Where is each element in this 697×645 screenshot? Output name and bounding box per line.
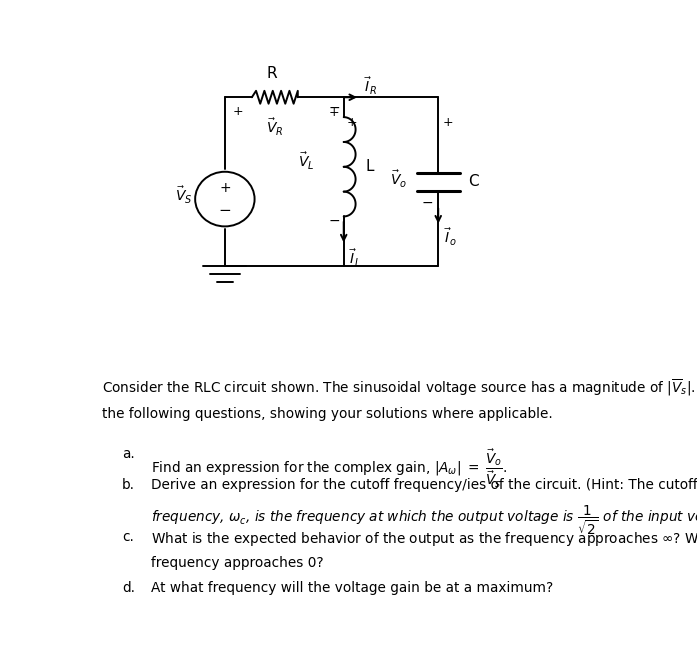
Text: the following questions, showing your solutions where applicable.: the following questions, showing your so… — [102, 407, 553, 421]
Text: −: − — [422, 196, 434, 210]
Text: Derive an expression for the cutoff frequency/ies of the circuit. (Hint: The cut: Derive an expression for the cutoff freq… — [151, 478, 697, 492]
Text: frequency, $\omega_c$, is the frequency at which the output voltage is $\dfrac{1: frequency, $\omega_c$, is the frequency … — [151, 504, 697, 537]
Text: −: − — [328, 213, 340, 228]
Text: d.: d. — [122, 582, 135, 595]
Text: L: L — [365, 159, 374, 174]
Text: c.: c. — [122, 530, 134, 544]
Text: a.: a. — [122, 448, 135, 461]
Text: b.: b. — [122, 478, 135, 492]
Text: frequency approaches 0?: frequency approaches 0? — [151, 556, 323, 570]
Text: What is the expected behavior of the output as the frequency approaches $\infty$: What is the expected behavior of the out… — [151, 530, 697, 548]
Text: $\vec{V}_S$: $\vec{V}_S$ — [175, 184, 192, 206]
Text: $\vec{V}_L$: $\vec{V}_L$ — [298, 152, 314, 172]
Text: $\vec{I}_R$: $\vec{I}_R$ — [365, 76, 377, 97]
Text: Consider the RLC circuit shown. The sinusoidal voltage source has a magnitude of: Consider the RLC circuit shown. The sinu… — [102, 378, 697, 398]
Text: −: − — [328, 101, 340, 115]
Text: R: R — [267, 66, 277, 81]
Text: At what frequency will the voltage gain be at a maximum?: At what frequency will the voltage gain … — [151, 582, 553, 595]
Text: $\vec{V}_o$: $\vec{V}_o$ — [390, 169, 407, 190]
Text: −: − — [218, 204, 231, 219]
Text: +: + — [346, 115, 357, 128]
Text: $\vec{I}_o$: $\vec{I}_o$ — [444, 228, 457, 248]
Text: $\vec{V}_R$: $\vec{V}_R$ — [266, 117, 284, 138]
Text: Find an expression for the complex gain, $|A_{\omega}|\;=\;\dfrac{\vec{V}_o}{\ve: Find an expression for the complex gain,… — [151, 448, 507, 490]
Text: +: + — [329, 106, 339, 119]
Text: C: C — [468, 174, 479, 189]
Text: +: + — [443, 115, 453, 128]
Text: +: + — [219, 181, 231, 195]
Text: $\vec{I}_L$: $\vec{I}_L$ — [349, 248, 361, 269]
Text: +: + — [233, 104, 244, 117]
